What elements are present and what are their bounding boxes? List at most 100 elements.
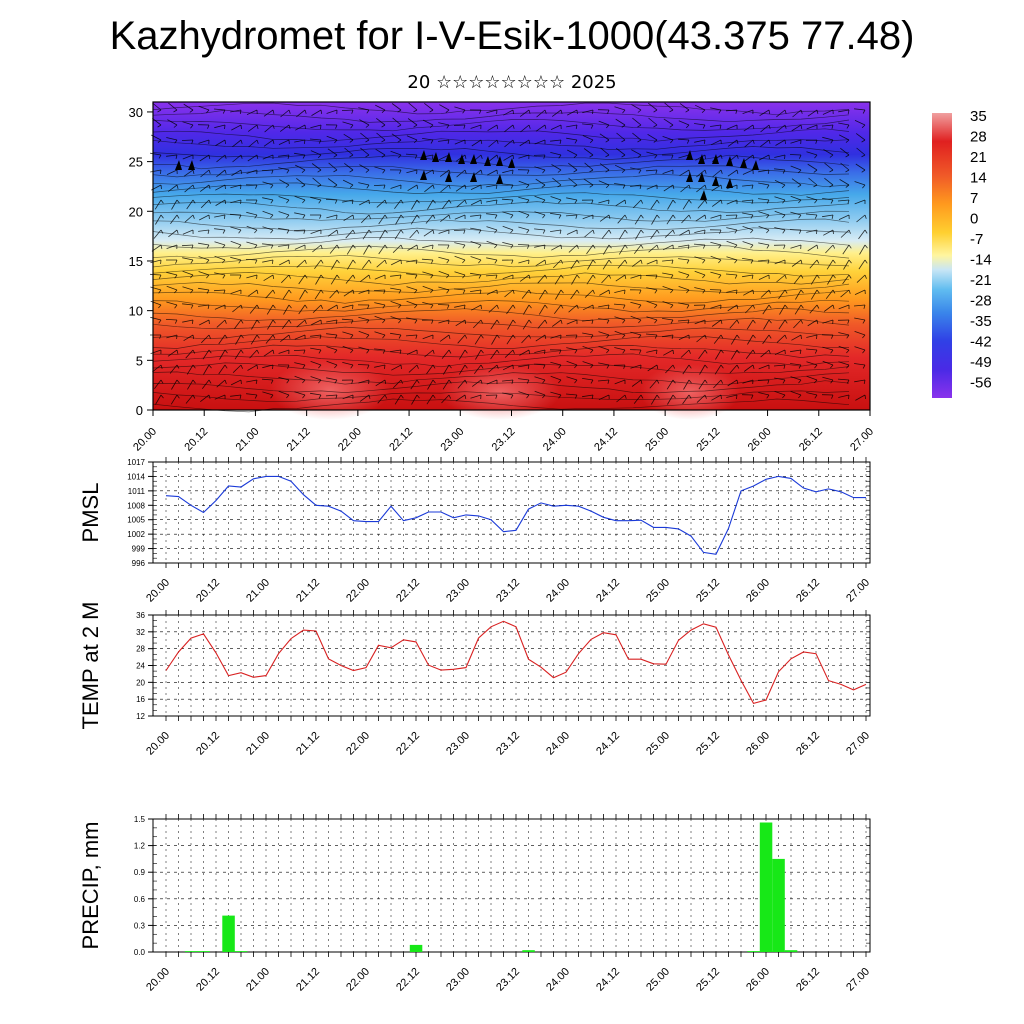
wind-barb bbox=[503, 154, 514, 161]
wind-barb bbox=[727, 379, 738, 387]
wind-barb bbox=[345, 274, 354, 284]
wind-barb bbox=[503, 109, 514, 116]
wind-barb-flag bbox=[863, 379, 866, 384]
wind-barb-flag bbox=[847, 319, 850, 324]
wind-barb bbox=[552, 177, 562, 186]
wind-pennant bbox=[188, 160, 195, 170]
wind-barb-flag bbox=[655, 274, 658, 279]
wind-barb-flag bbox=[768, 139, 771, 144]
wind-barb bbox=[263, 139, 274, 147]
wind-barb bbox=[379, 229, 386, 240]
wind-barb-flag bbox=[320, 124, 322, 130]
wind-barb-flag bbox=[384, 214, 388, 219]
wind-barb-flag bbox=[302, 379, 306, 384]
wind-barb bbox=[537, 319, 546, 329]
wind-barb bbox=[245, 259, 258, 261]
contour-line bbox=[152, 335, 850, 349]
y-tick-label: 20 bbox=[136, 678, 145, 687]
wind-barb-flag bbox=[446, 289, 450, 294]
wind-barb-flag bbox=[862, 319, 866, 324]
x-tick-label: 26.00 bbox=[744, 577, 772, 605]
wind-barb bbox=[856, 274, 866, 283]
wind-barb-flag bbox=[798, 214, 802, 219]
contour-line bbox=[152, 290, 850, 304]
wind-barb bbox=[230, 184, 242, 189]
wind-barb bbox=[406, 169, 418, 174]
wind-barb-flag bbox=[655, 169, 658, 174]
wind-barb-flag bbox=[686, 304, 690, 309]
wind-barb bbox=[406, 135, 418, 141]
wind-barb bbox=[742, 274, 754, 278]
wind-barb bbox=[822, 124, 834, 127]
wind-barb-flag bbox=[558, 394, 562, 399]
wind-barb bbox=[186, 199, 194, 210]
wind-barb-flag bbox=[622, 319, 626, 324]
wind-barb-flag bbox=[160, 184, 162, 190]
wind-barb bbox=[758, 211, 770, 216]
wind-barb bbox=[536, 109, 546, 118]
wind-barb-flag bbox=[720, 154, 723, 159]
wind-barb-flag bbox=[496, 124, 499, 129]
wind-pennant bbox=[700, 190, 707, 200]
colorbar-label: -42 bbox=[970, 334, 992, 351]
wind-barb-flag bbox=[160, 199, 164, 204]
wind-barb-flag bbox=[157, 124, 162, 128]
wind-barb bbox=[855, 394, 866, 401]
wind-barb-flag bbox=[846, 349, 850, 354]
wind-barb-flag bbox=[688, 199, 692, 204]
wind-barb bbox=[598, 346, 610, 351]
wind-barb bbox=[518, 154, 530, 159]
wind-barb-flag bbox=[158, 319, 162, 324]
wind-barb-flag bbox=[286, 169, 290, 174]
wind-barb-flag bbox=[478, 229, 482, 234]
x-tick-label: 23.12 bbox=[494, 966, 522, 994]
wind-barb bbox=[759, 154, 770, 161]
wind-barb bbox=[394, 229, 402, 240]
wind-barb bbox=[421, 258, 434, 261]
x-tick-label: 26.00 bbox=[746, 426, 774, 454]
wind-barb-flag bbox=[192, 394, 196, 399]
wind-barb bbox=[374, 166, 386, 171]
wind-barb-flag bbox=[829, 184, 834, 188]
wind-barb-flag bbox=[845, 154, 850, 158]
wind-barb bbox=[710, 255, 722, 261]
wind-barb bbox=[405, 153, 418, 156]
wind-barb bbox=[280, 334, 290, 343]
wind-barb-flag bbox=[831, 334, 834, 339]
wind-barb-flag bbox=[845, 184, 850, 188]
wind-barb-flag bbox=[544, 319, 548, 324]
wind-barb bbox=[199, 154, 210, 162]
wind-barb bbox=[650, 394, 658, 405]
wind-barb bbox=[262, 181, 274, 186]
wind-barb bbox=[678, 302, 690, 306]
wind-barb-flag bbox=[429, 124, 434, 128]
contour-line bbox=[152, 128, 850, 142]
wind-barb-flag bbox=[287, 364, 290, 369]
y-tick-label: 28 bbox=[136, 645, 145, 654]
wind-barb bbox=[758, 226, 770, 231]
wind-barb-flag bbox=[383, 289, 386, 294]
wind-barb-flag bbox=[768, 124, 771, 129]
wind-barb-flag bbox=[478, 274, 482, 279]
wind-barb bbox=[550, 334, 562, 339]
wind-barb bbox=[582, 214, 594, 220]
wind-barb-flag bbox=[814, 214, 818, 219]
wind-barb bbox=[441, 394, 450, 404]
wind-barb-flag bbox=[256, 334, 260, 339]
wind-barb bbox=[310, 392, 322, 396]
wind-barb-flag bbox=[736, 289, 738, 295]
wind-barb-flag bbox=[368, 259, 372, 264]
wind-barb-flag bbox=[383, 184, 386, 189]
wind-barb-flag bbox=[448, 364, 452, 369]
wind-barb bbox=[202, 349, 210, 360]
wind-barb bbox=[566, 347, 578, 351]
wind-barb-flag bbox=[510, 244, 514, 249]
wind-barb bbox=[726, 394, 738, 398]
wind-barb-flag bbox=[576, 244, 579, 249]
wind-barb bbox=[438, 122, 450, 126]
wind-barb bbox=[182, 121, 194, 126]
wind-barb-flag bbox=[432, 364, 436, 369]
x-tick-label: 24.00 bbox=[544, 730, 572, 758]
x-tick-label: 21.12 bbox=[285, 426, 313, 454]
wind-barb bbox=[551, 244, 562, 251]
